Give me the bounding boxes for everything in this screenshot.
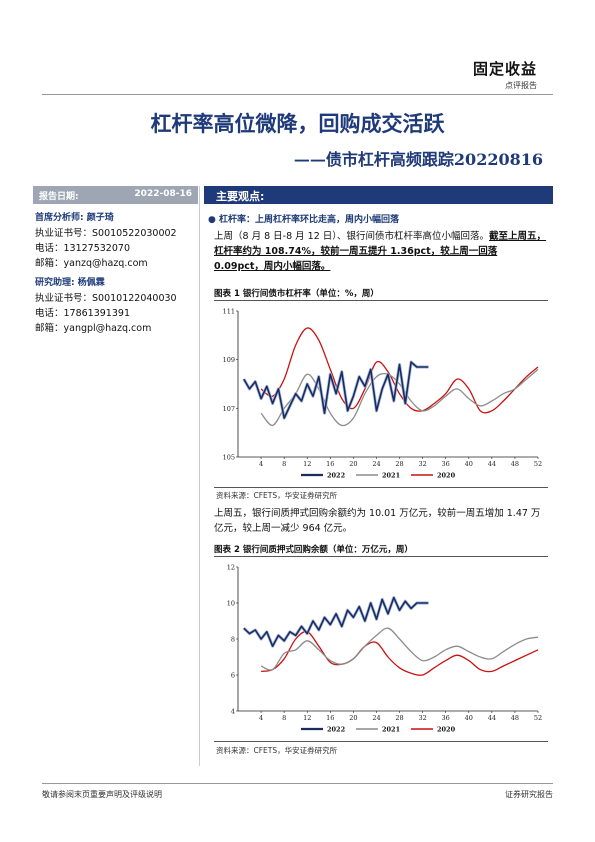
x-tick-label: 40 [465, 460, 473, 468]
analyst-label: 首席分析师: 颜子琦 [35, 210, 114, 223]
legend-label-2020: 2020 [437, 726, 456, 734]
series-line-2022 [243, 361, 429, 419]
report-date-value: 2022-08-16 [134, 189, 192, 199]
legend-label-2020: 2020 [437, 472, 456, 480]
y-tick-label: 4 [231, 708, 235, 716]
x-tick-label: 4 [259, 714, 263, 722]
x-tick-label: 36 [442, 714, 450, 722]
assistant-phone: 电话：17861391391 [35, 308, 130, 319]
x-tick-label: 32 [418, 714, 426, 722]
legend-label-2021: 2021 [382, 472, 400, 480]
page-subtitle: ——债市杠杆高频跟踪20220816 [293, 150, 543, 169]
section-bar: 主要观点: [204, 186, 553, 204]
x-tick-label: 48 [511, 714, 519, 722]
paragraph-leverage-a: 上周（8 月 8 日-8 月 12 日）、银行间债市杠杆率高位小幅回落。 [214, 231, 490, 242]
paragraph-leverage-b: 截至上周五，杠杆率约为 108.74%，较前一周五提升 1.36pct，较上周一… [214, 231, 547, 272]
column-divider [199, 186, 200, 766]
x-tick-label: 4 [259, 460, 263, 468]
footer-divider [42, 783, 553, 784]
series-2022-glow [242, 596, 429, 648]
series-line-2021 [260, 368, 539, 427]
header-divider [42, 94, 553, 95]
x-tick-label: 44 [488, 714, 496, 722]
x-tick-label: 12 [303, 460, 311, 468]
report-category: 固定收益 [472, 60, 537, 78]
y-tick-label: 105 [223, 454, 235, 462]
x-tick-label: 40 [465, 714, 473, 722]
assistant-name: 杨佩霖 [77, 278, 105, 288]
analyst-phone: 电话：13127532070 [35, 243, 130, 254]
y-tick-label: 111 [223, 308, 235, 316]
footer-disclaimer[interactable]: 敬请参阅末页重要声明及评级说明 [42, 790, 162, 799]
assistant-label-text: 研究助理: [35, 278, 75, 288]
analyst-cert: 执业证书号：S0010522030002 [35, 228, 177, 239]
series-line-2020 [260, 327, 539, 414]
figure2-title: 图表 2 银行间质押式回购余额（单位：万亿元，周） [214, 545, 413, 555]
y-tick-label: 10 [227, 600, 235, 608]
section-title: 主要观点: [216, 190, 265, 203]
series-line-2021 [260, 627, 539, 671]
x-tick-label: 24 [372, 460, 380, 468]
x-tick-label: 32 [418, 460, 426, 468]
legend-label-2021: 2021 [382, 726, 400, 734]
y-tick-label: 107 [223, 405, 235, 413]
assistant-cert: 执业证书号：S0010122040030 [35, 293, 177, 304]
y-tick-label: 6 [231, 672, 235, 680]
x-tick-label: 16 [326, 460, 334, 468]
x-tick-label: 16 [326, 714, 334, 722]
x-tick-label: 20 [349, 460, 357, 468]
analyst-label-text: 首席分析师: [35, 213, 84, 223]
bullet-heading: ● 杠杆率：上周杠杆率环比走高，周内小幅回落 [208, 212, 399, 225]
figure1-title: 图表 1 银行间债市杠杆率（单位：%，周） [214, 289, 379, 299]
assistant-email[interactable]: 邮箱：yangpl@hazq.com [35, 323, 152, 334]
x-tick-label: 28 [395, 460, 403, 468]
x-tick-label: 24 [372, 714, 380, 722]
legend-label-2022: 2022 [327, 472, 345, 480]
paragraph-leverage: 上周（8 月 8 日-8 月 12 日）、银行间债市杠杆率高位小幅回落。截至上周… [214, 229, 548, 274]
x-tick-label: 8 [282, 460, 286, 468]
x-tick-label: 52 [534, 714, 542, 722]
report-date-label: 报告日期: [39, 192, 79, 202]
x-tick-label: 28 [395, 714, 403, 722]
y-tick-label: 109 [223, 356, 235, 364]
series-line-2022 [243, 596, 429, 647]
assistant-label: 研究助理: 杨佩霖 [35, 275, 105, 288]
x-tick-label: 20 [349, 714, 357, 722]
figure2-source: 资料来源：CFETS，华安证券研究所 [216, 746, 338, 755]
legend-label-2022: 2022 [327, 726, 345, 734]
footer-report-type: 证券研究报告 [505, 790, 553, 799]
x-tick-label: 36 [442, 460, 450, 468]
y-tick-label: 8 [231, 636, 235, 644]
page-title: 杠杆率高位微降，回购成交活跃 [150, 111, 445, 136]
bullet-icon: ● [208, 215, 216, 225]
analyst-name: 颜子琦 [86, 213, 114, 223]
paragraph-repo: 上周五，银行间质押式回购余额约为 10.01 万亿元，较前一周五增加 1.47 … [214, 508, 541, 534]
figure1-box: 105 107 109 111 4 8 12 16 20 24 28 32 36 40 44 48 52 2022… [214, 300, 548, 488]
report-type: 点评报告 [505, 81, 537, 90]
x-tick-label: 52 [534, 460, 542, 468]
figure2-box: 4 6 8 10 12 4 8 12 16 20 24 28 32 36 40 44 48 52 2022 2021 2… [214, 556, 548, 742]
x-tick-label: 44 [488, 460, 496, 468]
analyst-email[interactable]: 邮箱：yanzq@hazq.com [35, 258, 148, 269]
figure1-source: 资料来源：CFETS，华安证券研究所 [216, 491, 338, 500]
x-tick-label: 8 [282, 714, 286, 722]
report-date-bar: 报告日期: 2022-08-16 [33, 186, 198, 204]
x-tick-label: 12 [303, 714, 311, 722]
x-tick-label: 48 [511, 460, 519, 468]
y-tick-label: 12 [227, 564, 235, 572]
bullet-heading-text: 杠杆率：上周杠杆率环比走高，周内小幅回落 [219, 215, 400, 225]
